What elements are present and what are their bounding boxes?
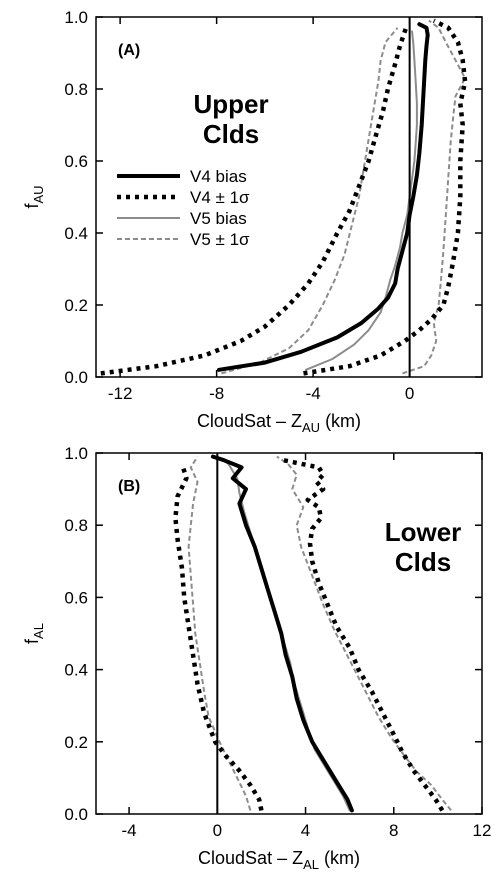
- panel-a-y-tick-label: 0.4: [64, 224, 88, 243]
- panel-b-series-dotted-thick-high: [283, 457, 445, 812]
- panel-a-annotation-line2: Clds: [203, 119, 259, 149]
- panel-b-y-tick-label: 0.0: [64, 805, 88, 824]
- panel-a-x-axis-title-main: CloudSat – Z: [197, 411, 302, 431]
- panel-a-y-axis-title: fAU: [22, 185, 46, 208]
- panel-a-label: (A): [118, 42, 140, 59]
- panel-a-y-tick-label: 0.8: [64, 80, 88, 99]
- panel-b-x-axis-title-sub: AL: [303, 857, 319, 872]
- panel-b-annotation-line1: Lower: [385, 517, 462, 547]
- panel-a-series-dashed-thin-high: [402, 19, 467, 375]
- panel-a-series: [100, 18, 468, 376]
- panel-b-x-axis-title-unit: (km): [319, 848, 360, 868]
- panel-a-frame: [95, 16, 483, 378]
- panel-a-x-tick-label: -12: [108, 384, 133, 403]
- panel-a-x-tick-label: 0: [405, 384, 414, 403]
- panel-a-x-tick-label: -4: [306, 384, 321, 403]
- panel-b-series: [173, 454, 452, 813]
- panel-b: -4 0 4 8 12 0.0 0.2 0.4 0.6 0.8 1.0 (B) Lower Clds…: [22, 444, 491, 872]
- panel-a-annotation-line1: Upper: [193, 89, 268, 119]
- panel-b-annotation-line2: Clds: [395, 547, 451, 577]
- panel-b-ticks: -4 0 4 8 12 0.0 0.2 0.4 0.6 0.8 1.0: [64, 444, 491, 840]
- panel-b-x-tick-label: 4: [301, 821, 310, 840]
- panel-a-y-axis-title-main: f: [22, 203, 42, 209]
- legend: V4 bias V4 ± 1σ V5 bias V5 ± 1σ: [117, 167, 250, 249]
- panel-a-x-tick-label: -8: [209, 384, 224, 403]
- panel-b-series-dashed-thin-high: [276, 455, 452, 812]
- panel-b-y-tick-label: 0.8: [64, 516, 88, 535]
- panel-b-y-tick-label: 0.4: [64, 661, 88, 680]
- legend-label: V4 bias: [190, 167, 247, 186]
- panel-b-series-solid-thick: [210, 454, 354, 813]
- panel-a-series-solid-thin: [304, 30, 418, 371]
- panel-a-ticks: -12 -8 -4 0 0.0 0.2 0.4 0.6 0.8 1.0: [64, 8, 482, 403]
- panel-b-y-tick-label: 0.2: [64, 733, 88, 752]
- panel-b-series-solid-thin: [216, 455, 351, 812]
- panel-a-y-tick-label: 0.2: [64, 296, 88, 315]
- legend-label: V4 ± 1σ: [190, 188, 250, 207]
- panel-b-y-axis-title: fAL: [22, 623, 46, 644]
- panel-b-y-axis-title-main: f: [22, 638, 42, 644]
- panel-b-y-tick-label: 1.0: [64, 444, 88, 463]
- panel-b-frame: [95, 452, 483, 815]
- legend-label: V5 ± 1σ: [190, 230, 250, 249]
- panel-a-y-tick-label: 0.0: [64, 368, 88, 387]
- panel-a-series-dotted-thick-low: [100, 23, 410, 376]
- panel-a-series-dotted-thick-high: [303, 18, 468, 376]
- panel-b-x-axis-title-main: CloudSat – Z: [198, 848, 303, 868]
- panel-b-series-dotted-thick-low: [173, 463, 264, 811]
- panel-a-y-tick-label: 1.0: [64, 8, 88, 27]
- panel-b-x-axis-title: CloudSat – ZAL (km): [198, 848, 360, 872]
- panel-a-x-axis-title-sub: AU: [302, 420, 320, 435]
- panel-a-series-dashed-thin-low: [221, 27, 399, 375]
- panel-b-x-tick-label: 12: [473, 821, 492, 840]
- panel-a-x-axis-title-unit: (km): [320, 411, 361, 431]
- panel-a-x-axis-title: CloudSat – ZAU (km): [197, 411, 361, 435]
- panel-a-series-solid-thick: [217, 22, 430, 372]
- panel-b-x-tick-label: 0: [213, 821, 222, 840]
- legend-label: V5 bias: [190, 209, 247, 228]
- panel-a-y-axis-title-sub: AU: [31, 185, 46, 203]
- panel-b-series-dashed-thin-low: [187, 456, 252, 811]
- panel-b-x-tick-label: -4: [122, 821, 137, 840]
- panel-a-y-tick-label: 0.6: [64, 152, 88, 171]
- panel-b-y-tick-label: 0.6: [64, 588, 88, 607]
- panel-b-label: (B): [118, 478, 140, 495]
- panel-b-x-tick-label: 8: [389, 821, 398, 840]
- panel-b-y-axis-title-sub: AL: [31, 623, 46, 639]
- panel-a: -12 -8 -4 0 0.0 0.2 0.4 0.6 0.8 1.0 (A) Upper Cld…: [22, 8, 483, 435]
